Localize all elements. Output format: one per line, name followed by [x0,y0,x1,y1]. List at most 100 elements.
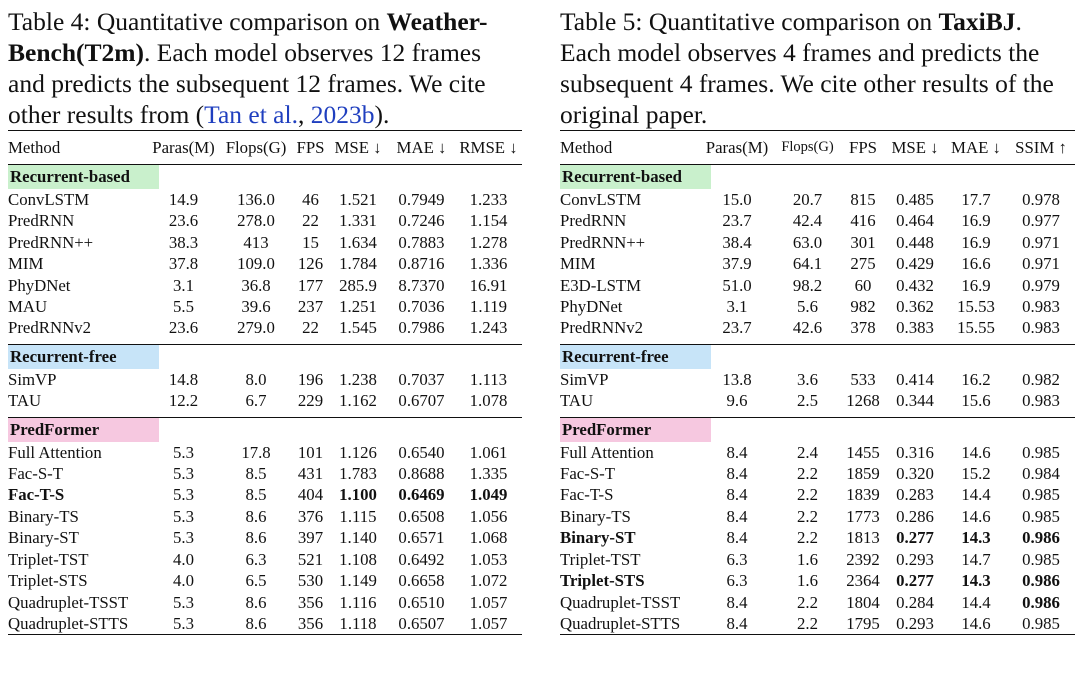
section-divider [560,338,1075,345]
value-cell: 8.5 [245,464,267,484]
value-cell: 0.414 [896,369,934,389]
value-cell: 17.8 [241,442,271,462]
value-cell: 237 [297,297,324,317]
value-cell: 0.6508 [398,506,445,526]
value-cell: 8.4 [726,506,748,526]
value-cell: 275 [850,254,876,274]
method-name-cell: Triplet-TST [560,549,641,569]
value-cell: 1.049 [469,485,508,505]
table-row: Binary-ST 5.3 8.6 397 1.140 0.6571 1.068 [8,527,522,548]
value-cell: 12.2 [168,391,199,411]
table-header-row: Method Paras(M) Flops(G) FPS MSE ↓ MAE ↓… [560,130,1075,165]
table-row: PredRNN 23.6 278.0 22 1.331 0.7246 1.154 [8,210,522,231]
value-cell: 1.115 [339,506,377,526]
value-cell: 2.5 [797,391,818,411]
value-cell: 63.0 [792,232,823,252]
table-row: TAU 12.2 6.7 229 1.162 0.6707 1.078 [8,390,522,411]
value-cell: 2.2 [797,506,818,526]
table-row: Fac-T-S 5.3 8.5 404 1.100 0.6469 1.049 [8,484,522,505]
method-name-cell: ConvLSTM [8,190,90,209]
value-cell: 60 [854,275,872,295]
method-name-cell: PredRNN++ [560,232,646,252]
value-cell: 0.983 [1022,297,1060,317]
citation-year-link[interactable]: 2023b [310,100,375,129]
value-cell: 5.6 [797,297,818,317]
value-cell: 1.634 [339,232,377,252]
value-cell: 0.6492 [398,549,445,569]
value-cell: 1.149 [339,571,377,591]
value-cell: 0.986 [1022,528,1060,548]
caption-prefix: Table 4: Quantitative comparison on [8,7,387,36]
col-header: Method [8,138,61,157]
value-cell: 0.284 [896,592,934,612]
value-cell: 1.108 [339,549,377,569]
table-row: ConvLSTM 15.0 20.7 815 0.485 17.7 0.978 [560,189,1075,210]
value-cell: 1.238 [339,369,377,389]
value-cell: 8.6 [245,613,267,633]
method-name-cell: Binary-TS [8,506,79,526]
method-name-cell: Triplet-STS [560,571,645,591]
value-cell: 16.6 [961,254,991,274]
value-cell: 177 [297,275,324,295]
value-cell: 0.7036 [398,297,445,317]
table-row: PredRNN++ 38.4 63.0 301 0.448 16.9 0.971 [560,232,1075,253]
caption-body: . Each model observes 12 frames and pred… [8,38,486,129]
value-cell: 1.057 [469,613,508,633]
value-cell: 14.9 [168,190,199,209]
value-cell: 14.3 [961,571,991,591]
value-cell: 6.3 [245,549,267,569]
caption-prefix: Table 5: Quantitative comparison on [560,7,939,36]
value-cell: 0.971 [1022,232,1060,252]
value-cell: 8.7370 [398,275,445,295]
value-cell: 1.113 [469,369,508,389]
caption-dataset: Weather-Bench(T2m) [8,7,488,67]
table-row: PhyDNet 3.1 36.8 177 285.9 8.7370 16.91 [8,275,522,296]
value-cell: 0.6507 [398,613,445,633]
value-cell: 8.4 [726,485,748,505]
value-cell: 0.985 [1022,485,1060,505]
value-cell: 37.8 [168,254,199,274]
value-cell: 1.072 [469,571,508,591]
table-row: Full Attention 8.4 2.4 1455 0.316 14.6 0.985 [560,442,1075,463]
value-cell: 1.056 [469,506,508,526]
value-cell: 15.0 [722,190,752,209]
section-divider [8,338,522,345]
value-cell: 9.6 [726,391,748,411]
method-name-cell: PredRNN [560,211,627,231]
value-cell: 14.6 [961,506,991,526]
value-cell: 0.978 [1022,190,1060,209]
section-label: PredFormer [8,417,159,442]
value-cell: 16.9 [961,232,991,252]
citation-separator: , [297,100,311,129]
value-cell: 1859 [846,464,880,484]
method-name-cell: ConvLSTM [560,190,642,209]
value-cell: 8.0 [245,369,267,389]
method-name-cell: Quadruplet-TSST [560,592,681,612]
citation-author-link[interactable]: Tan et al. [204,100,298,129]
value-cell: 1.100 [339,485,377,505]
value-cell: 98.2 [792,275,823,295]
value-cell: 376 [297,506,324,526]
value-cell: 404 [297,485,324,505]
value-cell: 1.053 [469,549,508,569]
value-cell: 5.3 [173,442,194,462]
value-cell: 1.126 [339,442,377,462]
value-cell: 0.277 [896,571,934,591]
value-cell: 0.286 [896,506,934,526]
col-header: MSE ↓ [334,138,382,157]
value-cell: 530 [297,571,324,591]
table-body: Recurrent-based ConvLSTM 14.9 136.0 46 1.521 0… [8,165,522,635]
value-cell: 1.154 [469,211,508,231]
value-cell: 16.2 [961,369,991,389]
method-name-cell: Fac-T-S [8,485,65,505]
value-cell: 229 [297,391,324,411]
value-cell: 16.91 [469,275,508,295]
table-row: Fac-T-S 8.4 2.2 1839 0.283 14.4 0.985 [560,484,1075,505]
value-cell: 1.078 [469,391,508,411]
value-cell: 0.6510 [398,592,445,612]
value-cell: 0.986 [1022,571,1060,591]
value-cell: 4.0 [173,571,194,591]
method-name-cell: Binary-TS [560,506,631,526]
value-cell: 5.3 [173,464,194,484]
value-cell: 533 [850,369,876,389]
